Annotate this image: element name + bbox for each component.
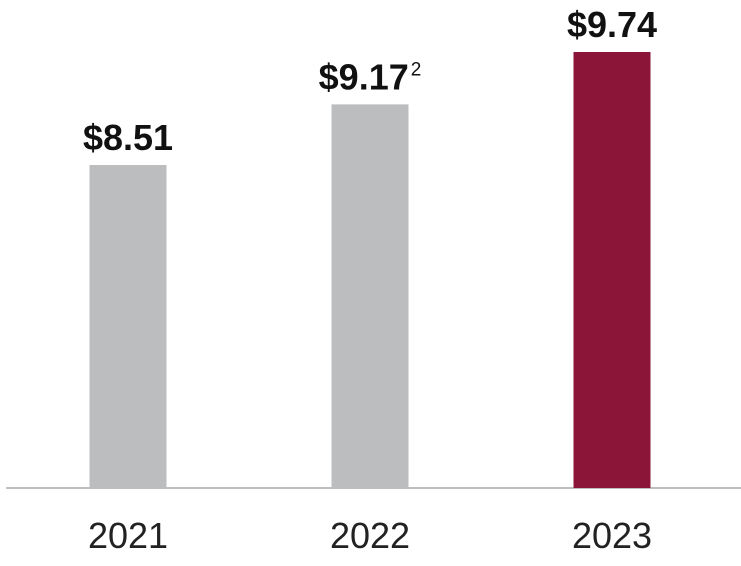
x-tick-labels-group: 2021 2022 2023 [88, 515, 652, 556]
x-tick-label-2023: 2023 [572, 515, 652, 556]
bar-2023 [573, 52, 651, 488]
bars-group [89, 52, 651, 489]
value-label-2022: $9.17 2 [319, 56, 422, 97]
x-tick-label-2021: 2021 [88, 515, 168, 556]
bar-2021 [89, 165, 167, 488]
x-tick-label-2022: 2022 [330, 515, 410, 556]
value-label-2023: $9.74 [567, 4, 657, 45]
value-label-2021: $8.51 [83, 117, 173, 158]
value-labels-group: $8.51 $9.17 2 $9.74 [83, 4, 657, 158]
bar-2022 [331, 104, 409, 489]
